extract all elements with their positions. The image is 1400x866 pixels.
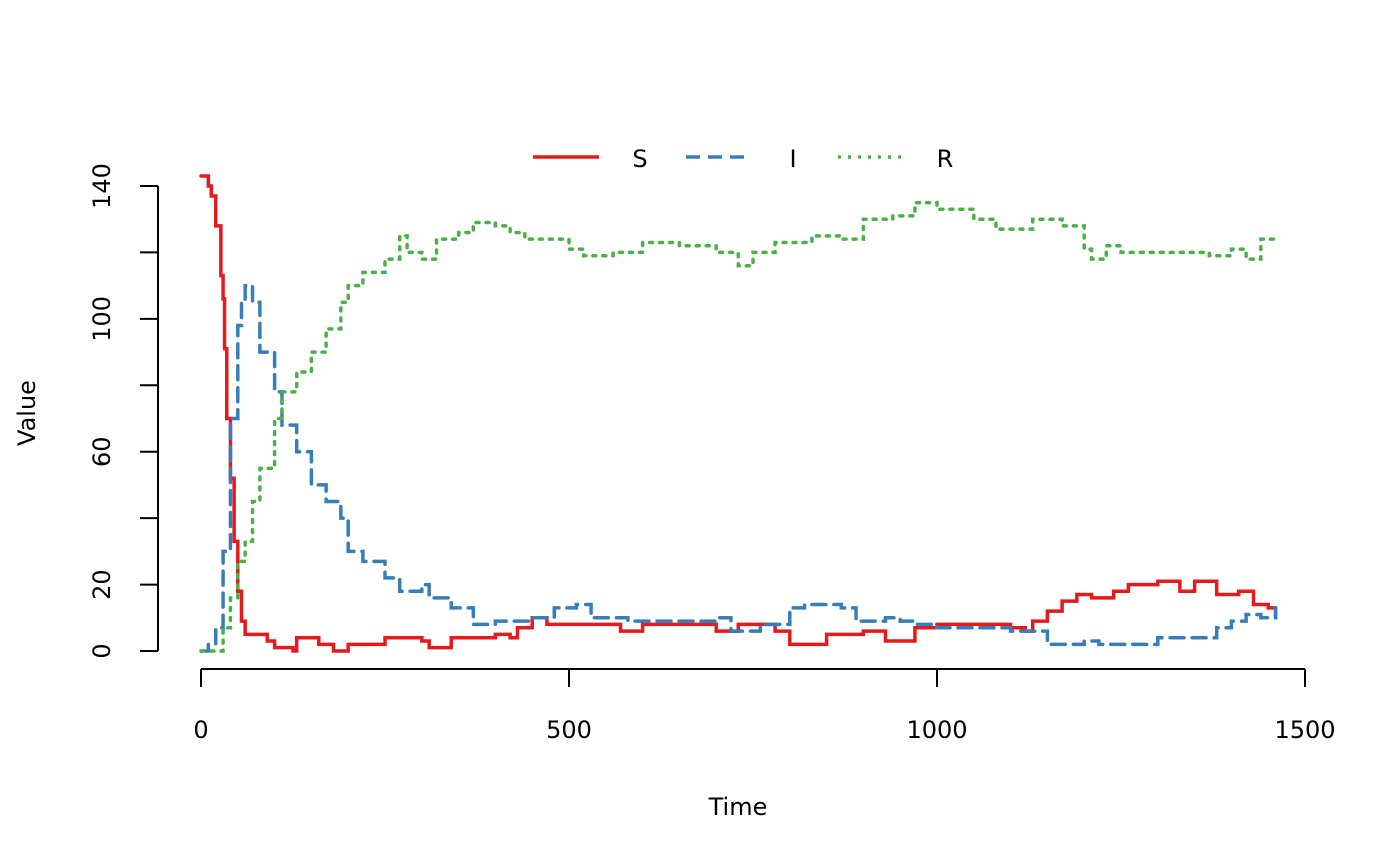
series-R-line (199, 200, 1278, 653)
series-S-line (199, 174, 1278, 653)
y-tick-label: 140 (88, 163, 116, 209)
y-axis-label: Value (13, 380, 41, 446)
x-axis-label: Time (708, 793, 768, 821)
series-I-line (199, 283, 1278, 653)
legend-I-label: I (789, 145, 796, 173)
x-tick-label: 1500 (1274, 716, 1335, 744)
x-tick-label: 500 (546, 716, 592, 744)
x-tick-label: 0 (193, 716, 208, 744)
y-tick-label: 100 (88, 296, 116, 342)
legend-R-label: R (937, 145, 954, 173)
y-tick-label: 0 (88, 643, 116, 658)
y-tick-label: 20 (88, 569, 116, 600)
y-tick-label: 60 (88, 436, 116, 467)
x-tick-label: 1000 (906, 716, 967, 744)
axes: 0 500 1000 1500 0 20 60 100 140 (88, 163, 1336, 744)
series-group (199, 174, 1278, 653)
legend-S-label: S (632, 145, 647, 173)
